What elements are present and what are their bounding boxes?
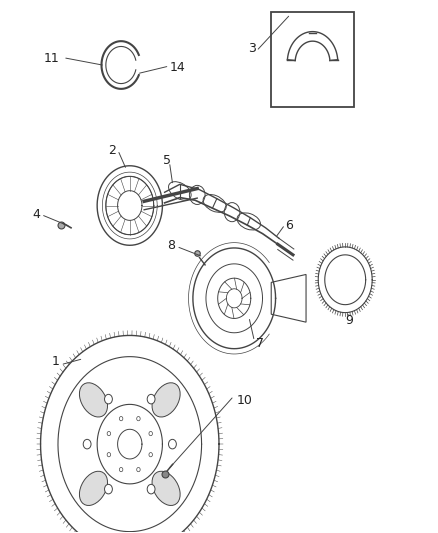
Circle shape	[83, 439, 91, 449]
Circle shape	[120, 416, 123, 421]
Text: 9: 9	[346, 314, 353, 327]
Text: 2: 2	[109, 144, 117, 157]
Text: 1: 1	[52, 356, 60, 368]
Ellipse shape	[152, 383, 180, 417]
Circle shape	[107, 431, 111, 435]
Circle shape	[105, 394, 113, 404]
Text: 7: 7	[256, 337, 265, 350]
Ellipse shape	[79, 471, 107, 505]
Text: 5: 5	[163, 154, 171, 167]
Text: 3: 3	[248, 42, 256, 54]
Circle shape	[120, 467, 123, 472]
Circle shape	[107, 453, 111, 457]
Text: 6: 6	[285, 219, 293, 232]
Circle shape	[137, 467, 140, 472]
Text: 14: 14	[170, 61, 186, 74]
Circle shape	[105, 484, 113, 494]
Text: 11: 11	[43, 52, 59, 64]
Text: 4: 4	[32, 208, 40, 221]
Ellipse shape	[79, 383, 107, 417]
Circle shape	[137, 416, 140, 421]
Circle shape	[147, 484, 155, 494]
Circle shape	[169, 439, 177, 449]
Text: 10: 10	[237, 393, 252, 407]
Circle shape	[147, 394, 155, 404]
Bar	[271, 12, 354, 108]
Text: 8: 8	[167, 239, 175, 252]
Ellipse shape	[152, 471, 180, 505]
Circle shape	[149, 431, 152, 435]
Circle shape	[149, 453, 152, 457]
